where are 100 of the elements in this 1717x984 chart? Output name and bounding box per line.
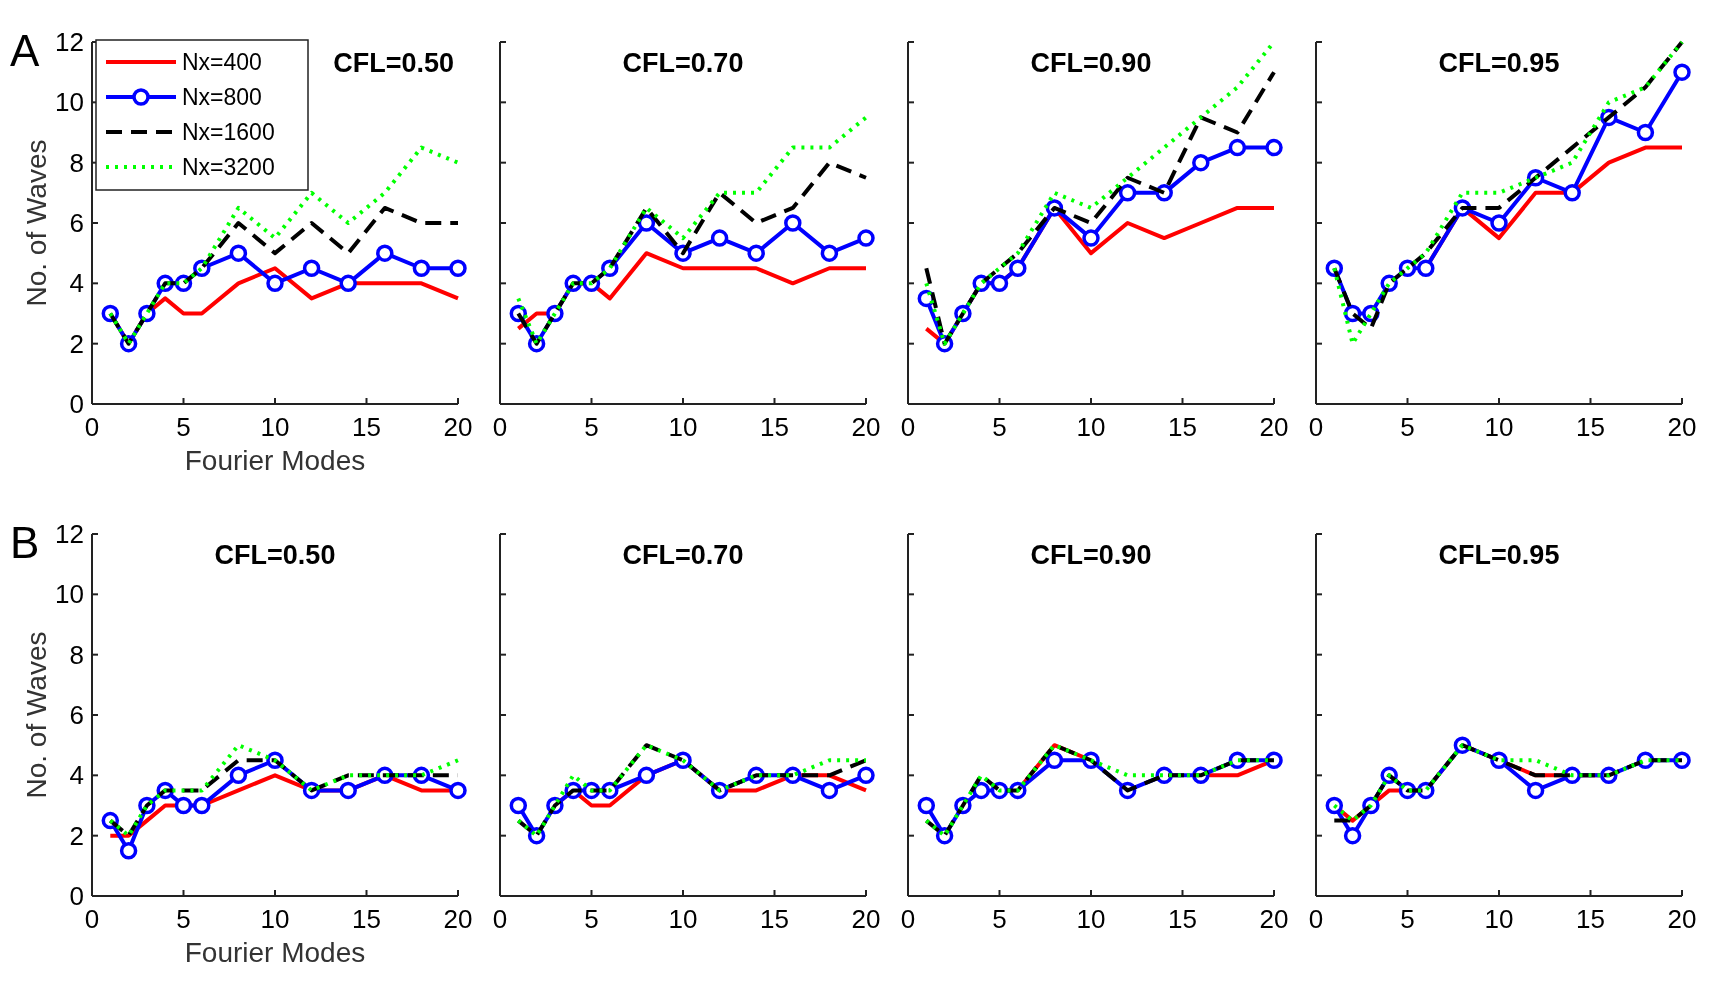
x-tick-label: 15: [352, 904, 381, 934]
y-axis-title: No. of Waves: [21, 631, 52, 799]
chart-title: CFL=0.90: [1030, 540, 1152, 570]
x-tick-label: 20: [1259, 412, 1289, 442]
point: [1228, 138, 1247, 157]
chart-title: CFL=0.50: [214, 540, 336, 570]
x-tick-label: 20: [851, 904, 881, 934]
point: [1526, 781, 1545, 800]
x-tick-label: 20: [443, 904, 473, 934]
point: [1045, 751, 1064, 769]
y-tick-label: 2: [69, 328, 84, 359]
point: [1490, 214, 1508, 232]
text: A: [10, 26, 40, 75]
x-tick-label: 15: [352, 412, 381, 442]
y-tick-label: 12: [55, 27, 84, 58]
point: [1192, 153, 1210, 172]
x-tick-label: 10: [668, 412, 698, 442]
point: [990, 274, 1009, 293]
x-tick-label: 5: [1400, 904, 1415, 934]
x-tick-label: 5: [176, 904, 191, 934]
x-tick-label: 20: [1259, 904, 1289, 934]
x-tick-label: 10: [668, 904, 698, 934]
chart-title: CFL=0.70: [622, 540, 744, 570]
text: B: [10, 518, 40, 567]
x-tick-label: 0: [492, 412, 508, 442]
legend-label: Nx=3200: [182, 154, 275, 181]
x-tick-label: 20: [1667, 904, 1697, 934]
y-tick-label: 10: [55, 87, 84, 118]
point: [1673, 63, 1691, 81]
point: [193, 796, 211, 815]
x-tick-label: 15: [1576, 904, 1605, 934]
point: [449, 259, 467, 277]
x-tick-label: 10: [1484, 904, 1514, 934]
point: [1343, 826, 1362, 845]
x-tick-label: 10: [260, 412, 290, 442]
point: [376, 244, 394, 262]
legend-label: Nx=1600: [182, 119, 275, 146]
chart-title: CFL=0.70: [622, 48, 744, 78]
x-tick-label: 15: [760, 904, 789, 934]
point: [302, 259, 321, 277]
point: [784, 214, 802, 232]
x-axis-title: Fourier Modes: [184, 937, 366, 968]
x-tick-label: 20: [851, 412, 881, 442]
x-tick-label: 10: [260, 904, 290, 934]
point: [972, 781, 990, 800]
x-axis-title: Fourier Modes: [184, 445, 366, 476]
y-tick-label: 4: [69, 268, 84, 299]
point: [857, 229, 875, 247]
point: [637, 766, 656, 785]
point: [412, 259, 431, 277]
chart-title: CFL=0.50: [333, 48, 454, 78]
x-tick-label: 10: [1076, 412, 1106, 442]
point: [339, 274, 357, 293]
point: [1082, 229, 1100, 247]
y-tick-label: 0: [69, 881, 84, 912]
point: [1009, 259, 1027, 277]
y-tick-label: 6: [69, 700, 84, 731]
point: [1118, 184, 1137, 202]
y-tick-label: 4: [69, 760, 84, 791]
x-tick-label: 10: [1484, 412, 1514, 442]
point: [266, 274, 284, 293]
point: [1563, 184, 1581, 202]
y-tick-label: 2: [69, 820, 84, 851]
point: [1636, 123, 1655, 142]
x-tick-label: 0: [900, 904, 916, 934]
point: [1265, 138, 1283, 157]
point: [229, 766, 248, 785]
x-tick-label: 5: [992, 904, 1007, 934]
y-tick-label: 12: [55, 519, 84, 550]
y-tick-label: 8: [69, 147, 84, 178]
x-tick-label: 0: [1308, 904, 1324, 934]
y-tick-label: 0: [69, 389, 84, 420]
point: [229, 244, 248, 262]
point: [820, 781, 839, 800]
x-tick-label: 15: [760, 412, 789, 442]
chart-title: CFL=0.95: [1438, 48, 1560, 78]
point: [917, 796, 936, 815]
x-tick-label: 5: [992, 412, 1007, 442]
point: [857, 766, 875, 785]
x-tick-label: 5: [584, 904, 599, 934]
y-tick-label: 8: [69, 639, 84, 670]
x-tick-label: 10: [1076, 904, 1106, 934]
chart-title: CFL=0.95: [1438, 540, 1560, 570]
x-tick-label: 15: [1168, 412, 1197, 442]
x-tick-label: 0: [492, 904, 508, 934]
point: [339, 781, 357, 800]
point: [174, 796, 193, 815]
point: [710, 229, 729, 247]
x-tick-label: 20: [1667, 412, 1697, 442]
x-tick-label: 0: [1308, 412, 1324, 442]
x-tick-label: 5: [1400, 412, 1415, 442]
x-tick-label: 15: [1576, 412, 1605, 442]
x-tick-label: 0: [900, 412, 916, 442]
chart-title: CFL=0.90: [1030, 48, 1152, 78]
point: [1325, 796, 1344, 815]
legend-label: Nx=800: [182, 84, 262, 111]
point: [820, 244, 839, 262]
point: [509, 796, 528, 815]
y-tick-label: 10: [55, 579, 84, 610]
x-tick-label: 15: [1168, 904, 1197, 934]
